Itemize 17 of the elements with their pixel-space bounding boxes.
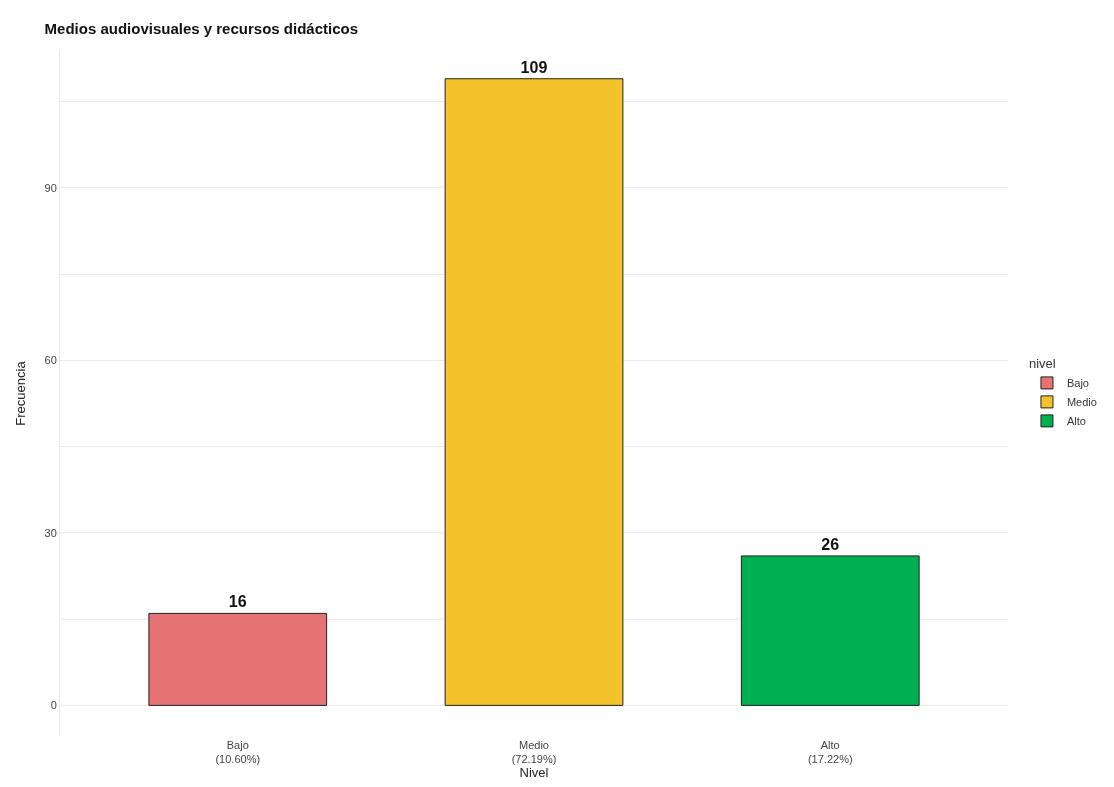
legend-label: Medio (1066, 396, 1097, 409)
legend-label: Bajo (1066, 377, 1089, 390)
y-tick-label: 60 (44, 354, 57, 367)
data-label: 109 (520, 58, 548, 76)
y-axis-title: Frecuencia (13, 360, 29, 426)
x-tick-label: Bajo (10.60%) (215, 739, 261, 766)
data-label: 16 (228, 593, 247, 611)
x-tick-label: Medio (72.19%) (511, 739, 557, 766)
x-axis-title: Nivel (519, 765, 549, 781)
y-tick-label: 30 (44, 526, 57, 539)
x-tick-label: Alto (17.22%) (807, 739, 853, 766)
y-tick-label: 0 (50, 699, 57, 712)
y-tick-label: 90 (44, 181, 57, 194)
legend-title: nivel (1028, 356, 1056, 372)
data-label: 26 (821, 535, 840, 553)
chart-title: Medios audiovisuales y recursos didácticos (44, 20, 359, 38)
legend-label: Alto (1066, 415, 1086, 428)
